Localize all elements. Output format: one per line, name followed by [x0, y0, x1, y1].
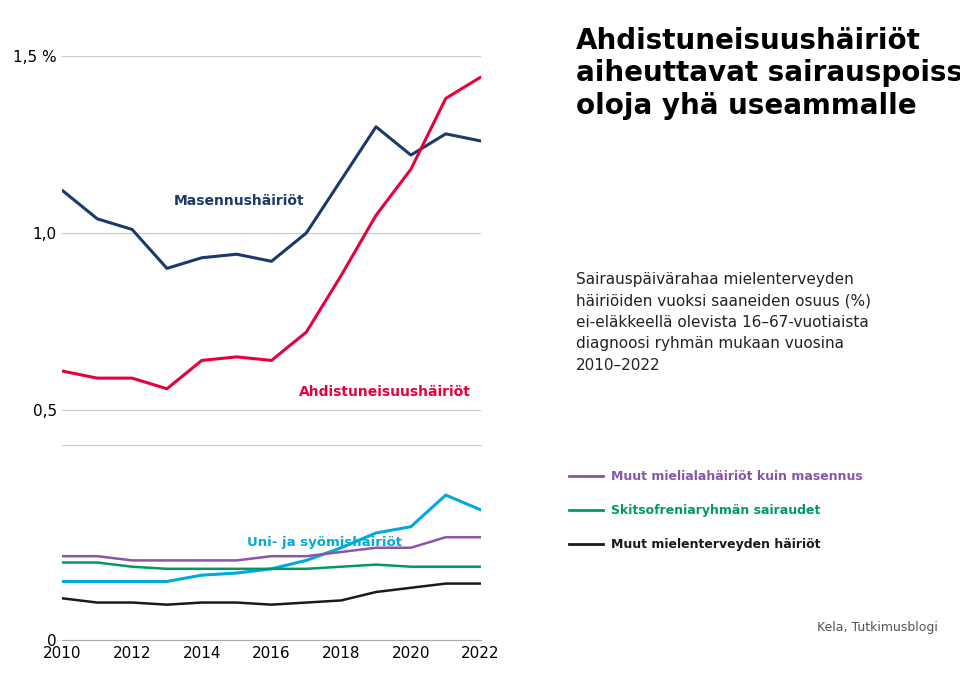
Text: Skitsofreniaryhmän sairaudet: Skitsofreniaryhmän sairaudet	[611, 503, 820, 516]
Text: Kela, Tutkimusblogi: Kela, Tutkimusblogi	[817, 621, 938, 634]
Text: Ahdistuneisuushäiriöt: Ahdistuneisuushäiriöt	[300, 385, 471, 399]
Text: Muut mielialahäiriöt kuin masennus: Muut mielialahäiriöt kuin masennus	[611, 470, 863, 483]
Text: Sairauspäivärahaa mielenterveyden
häiriöiden vuoksi saaneiden osuus (%)
ei-eläkk: Sairauspäivärahaa mielenterveyden häiriö…	[576, 272, 872, 373]
Text: Ahdistuneisuushäiriöt
aiheuttavat sairauspoissa-
oloja yhä useammalle: Ahdistuneisuushäiriöt aiheuttavat sairau…	[576, 27, 960, 120]
Text: Muut mielenterveyden häiriöt: Muut mielenterveyden häiriöt	[611, 538, 821, 551]
Text: Masennushäiriöt: Masennushäiriöt	[174, 194, 304, 208]
Text: Uni- ja syömishäiriöt: Uni- ja syömishäiriöt	[247, 536, 402, 549]
